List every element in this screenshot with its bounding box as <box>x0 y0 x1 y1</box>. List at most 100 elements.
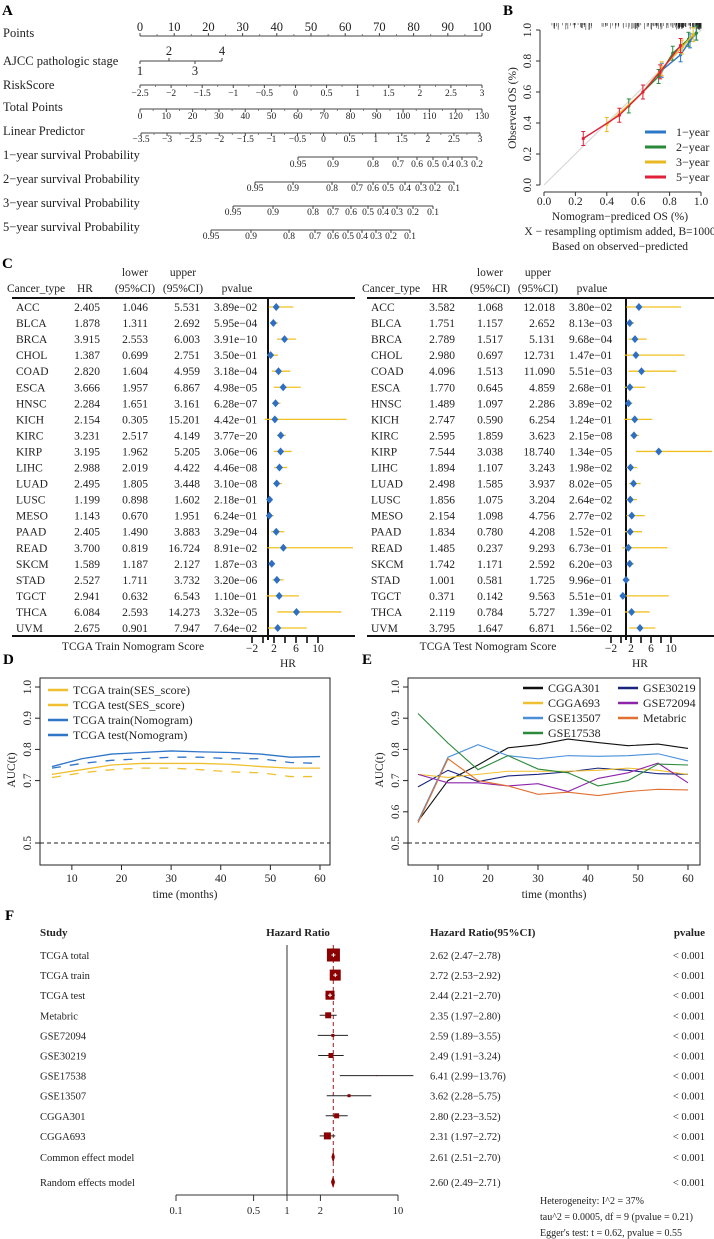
x-tick-label: 0.1 <box>169 1206 182 1217</box>
nomogram-tick-label: 0.95 <box>225 208 242 218</box>
legend-label: 2−year <box>676 140 709 154</box>
y-tick-label: 0.5 <box>390 836 402 851</box>
p-value: 6.73e−01 <box>569 543 612 555</box>
nomogram-row-label: 3−year survival Probability <box>3 196 141 210</box>
nomogram-row-label: Linear Predictor <box>3 124 85 138</box>
x-tick-label: 1.0 <box>694 196 709 208</box>
hr-ci-text: 2.72 (2.53−2.92) <box>430 971 501 982</box>
nomogram-tick-label: 0.1 <box>448 184 460 194</box>
p-value: 8.91e−02 <box>214 543 257 555</box>
upper-ci: 9.293 <box>529 543 555 555</box>
lower-ci: 1.859 <box>477 430 503 442</box>
lower-ci: 0.237 <box>477 543 503 555</box>
table-row: THCA 6.084 2.593 14.273 3.32e−05 <box>16 607 342 619</box>
nomogram-tick-label: −1 <box>228 89 238 99</box>
nomogram-tick-label: 0.7 <box>392 160 404 170</box>
hr-value: 1.387 <box>74 350 100 362</box>
hr-diamond <box>270 319 277 327</box>
panel-label-e: E <box>362 652 372 668</box>
study-name: GSE13507 <box>40 1092 86 1103</box>
nomogram-tick-label: 0.5 <box>382 184 394 194</box>
study-row: CGGA301 2.80 (2.23−3.52) < 0.001 <box>40 1112 705 1123</box>
cancer-type: CHOL <box>16 350 47 362</box>
hr-diamond <box>275 367 282 375</box>
auc-line-3 <box>52 757 320 768</box>
nomogram-tick-label: −2.5 <box>131 89 148 99</box>
nomogram-tick-label: 1 <box>373 135 378 145</box>
hr-diamond <box>273 528 280 536</box>
cancer-type: BLCA <box>371 318 402 330</box>
cancer-type: KICH <box>371 414 399 426</box>
nomogram-tick-label: 50 <box>305 20 318 34</box>
nomogram-row-label: 5−year survival Probability <box>3 220 141 234</box>
cancer-type: TGCT <box>371 591 401 603</box>
point-marker <box>618 114 621 117</box>
cancer-type: LUAD <box>371 479 403 491</box>
table-row: TGCT 2.941 0.632 6.543 1.10e−01 <box>16 591 299 603</box>
upper-ci: 3.161 <box>174 398 200 410</box>
pooled-diamond <box>331 1151 335 1163</box>
nomogram-tick-label: 0.6 <box>327 232 339 242</box>
lower-ci: 0.581 <box>477 575 503 587</box>
y-tick-label: 0.9 <box>22 711 34 726</box>
x-tick-label: 0.0 <box>537 196 552 208</box>
hr-axis-tick-label: 6 <box>293 643 299 655</box>
panel-label-f: F <box>5 908 14 924</box>
p-value: 2.77e−02 <box>569 511 612 523</box>
nomogram-tick-label: 40 <box>240 112 250 122</box>
cancer-type: SKCM <box>16 559 49 571</box>
hr-value: 1.485 <box>429 543 455 555</box>
p-value: 6.28e−07 <box>214 398 257 410</box>
hr-diamond <box>280 383 287 391</box>
table-row: LUAD 2.495 1.805 3.448 3.10e−08 <box>16 479 282 491</box>
table-row: COAD 2.820 1.604 4.959 3.18e−04 <box>16 366 290 378</box>
x-tick-label: 0.2 <box>568 196 583 208</box>
cancer-type: READ <box>16 543 47 555</box>
lower-ci: 1.075 <box>477 495 503 507</box>
hr-diamond <box>276 464 283 472</box>
p-value: < 0.001 <box>673 951 705 962</box>
p-value: 5.95e−04 <box>214 318 257 330</box>
p-value: 3.77e−20 <box>214 430 257 442</box>
nomogram-tick-label: 20 <box>202 20 215 34</box>
legend-label: GSE13507 <box>548 711 601 725</box>
p-value: 9.68e−04 <box>569 334 612 346</box>
table-row: CHOL 2.980 0.697 12.731 1.47e−01 <box>371 350 685 362</box>
nomogram-row-label: Total Points <box>3 100 63 114</box>
nomogram-tick-label: 1 <box>355 89 360 99</box>
hr-value: 2.988 <box>74 463 100 475</box>
cancer-type: KICH <box>16 414 44 426</box>
nomogram-tick-label: 0.3 <box>391 208 403 218</box>
hr-axis-tick-label: 6 <box>648 643 654 655</box>
cancer-type: BLCA <box>16 318 47 330</box>
table-row: ESCA 3.666 1.957 6.867 4.98e−05 <box>16 382 301 394</box>
nomogram-tick-label: 2 <box>417 89 422 99</box>
nomogram-tick-label: 4 <box>219 44 226 58</box>
y-tick-label: 0.6 <box>522 85 534 100</box>
hr-ci-text: 2.80 (2.23−3.52) <box>430 1112 501 1123</box>
heterogeneity-text: Heterogeneity: I^2 = 37% <box>540 1196 644 1207</box>
column-header: (95%CI) <box>115 283 155 295</box>
panel-label-a: A <box>2 3 13 19</box>
hr-diamond <box>627 528 634 536</box>
weight-box <box>325 1012 331 1018</box>
x-tick-label: 20 <box>116 873 128 885</box>
lower-ci: 1.647 <box>477 623 503 635</box>
y-tick-label: 0.5 <box>22 836 34 851</box>
x-axis-label: time (months) <box>522 889 587 901</box>
hr-diamond <box>266 512 273 520</box>
nomogram-tick-label: 1 <box>137 64 143 78</box>
x-tick-label: 0.5 <box>247 1206 260 1217</box>
weight-box <box>324 1132 331 1139</box>
hr-value: 1.199 <box>74 495 100 507</box>
study-row: TCGA test 2.44 (2.21−2.70) < 0.001 <box>40 991 705 1003</box>
hr-value: 1.751 <box>429 318 455 330</box>
hr-diamond <box>293 608 300 616</box>
table-row: STAD 1.001 0.581 1.725 9.96e−01 <box>371 575 630 587</box>
p-value: 8.02e−05 <box>569 479 612 491</box>
column-header: HR <box>77 283 93 295</box>
hr-diamond <box>628 512 635 520</box>
x-tick-label: 50 <box>632 873 644 885</box>
point-marker <box>692 33 695 36</box>
nomogram-tick-label: 0.2 <box>385 232 397 242</box>
